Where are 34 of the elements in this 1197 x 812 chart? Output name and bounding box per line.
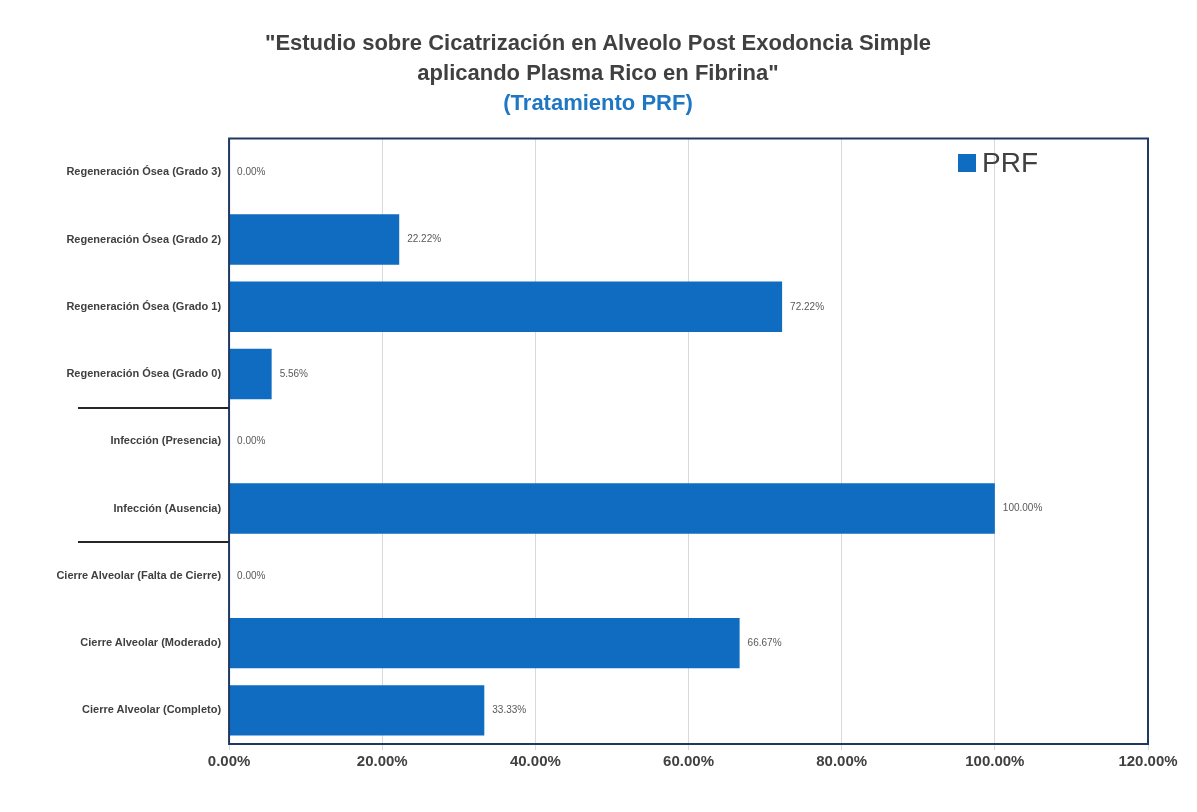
y-tick-label: Regeneración Ósea (Grado 3): [66, 165, 222, 178]
y-tick-label: Cierre Alveolar (Falta de Cierre): [56, 568, 222, 581]
legend-label: PRF: [982, 146, 1038, 179]
data-label: 5.56%: [279, 367, 309, 379]
chart-subtitle: (Tratamiento PRF): [502, 89, 694, 117]
bar: [229, 214, 400, 265]
bar: [229, 281, 783, 332]
x-tick-label: 120.00%: [1118, 752, 1178, 770]
data-label: 66.67%: [747, 636, 782, 648]
x-tick-label: 80.00%: [816, 752, 868, 770]
y-tick-label: Cierre Alveolar (Completo): [82, 703, 222, 716]
y-tick-label: Cierre Alveolar (Moderado): [80, 636, 222, 649]
bar: [229, 483, 995, 534]
bar: [229, 617, 740, 669]
bar: [229, 348, 272, 400]
chart-title: "Estudio sobre Cicatrización en Alveolo Post Exodoncia Simple aplicando Plasma Rico en Fibrina": [263, 29, 933, 87]
x-tick-label: 20.00%: [356, 752, 408, 770]
y-tick-label: Regeneración Ósea (Grado 2): [66, 232, 222, 245]
data-label: 0.00%: [237, 569, 266, 581]
data-label: 33.33%: [492, 704, 527, 716]
bar: [229, 685, 485, 736]
data-label: 72.22%: [790, 300, 825, 312]
data-label: 100.00%: [1002, 502, 1043, 514]
data-label: 0.00%: [237, 435, 266, 447]
x-tick-label: 100.00%: [965, 752, 1025, 770]
x-tick-label: 60.00%: [663, 752, 714, 770]
x-tick-label: 0.00%: [207, 752, 251, 770]
x-tick-label: 40.00%: [509, 752, 561, 770]
y-tick-label: Regeneración Ósea (Grado 1): [66, 299, 222, 312]
data-label: 22.22%: [407, 233, 442, 245]
y-tick-label: Infección (Presencia): [110, 434, 222, 447]
y-tick-label: Infección (Ausencia): [113, 501, 222, 514]
y-tick-label: Regeneración Ósea (Grado 0): [66, 367, 222, 380]
data-label: 0.00%: [237, 165, 266, 177]
